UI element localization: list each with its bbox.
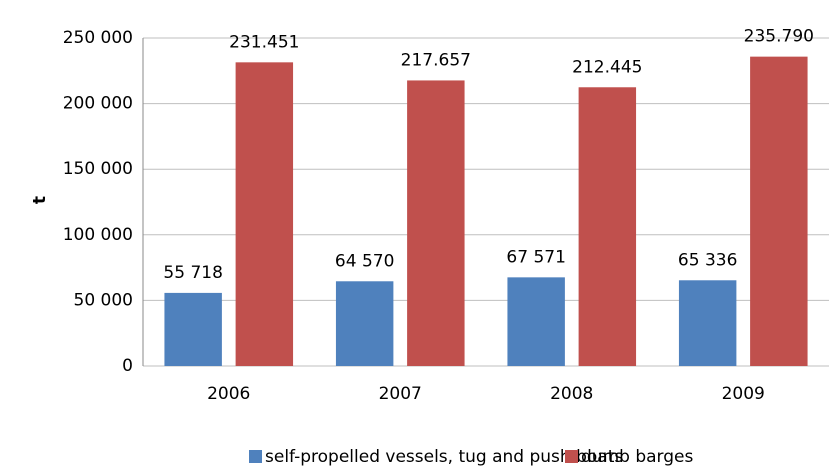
data-label: 231.451: [229, 32, 299, 52]
legend-swatch: [565, 450, 578, 463]
y-tick-label: 100 000: [63, 225, 133, 245]
y-tick-label: 50 000: [74, 290, 133, 310]
data-label: 64 570: [335, 251, 394, 271]
bar: [507, 277, 565, 366]
y-tick-label: 0: [122, 356, 133, 376]
bar: [678, 280, 737, 366]
data-label: 55 718: [163, 263, 222, 283]
legend-swatch: [249, 450, 262, 463]
x-tick-label: 2006: [207, 384, 250, 404]
x-tick-label: 2008: [550, 384, 593, 404]
data-label: 235.790: [744, 27, 814, 47]
x-tick-label: 2007: [379, 384, 422, 404]
bar: [407, 80, 465, 366]
y-axis-label: t: [30, 196, 50, 204]
bar: [750, 56, 808, 366]
bar: [235, 62, 294, 366]
legend-label: dumb barges: [581, 447, 693, 467]
y-tick-label: 150 000: [63, 159, 133, 179]
bar: [578, 87, 637, 367]
data-label: 212.445: [572, 57, 642, 77]
bar: [164, 292, 222, 366]
x-tick-label: 2009: [722, 384, 765, 404]
bar: [335, 281, 394, 366]
data-label: 65 336: [678, 250, 737, 270]
data-label: 217.657: [401, 50, 471, 70]
y-tick-label: 200 000: [63, 94, 133, 114]
data-label: 67 571: [506, 247, 565, 267]
y-tick-label: 250 000: [63, 28, 133, 48]
legend-label: self-propelled vessels, tug and push boa…: [265, 447, 623, 467]
